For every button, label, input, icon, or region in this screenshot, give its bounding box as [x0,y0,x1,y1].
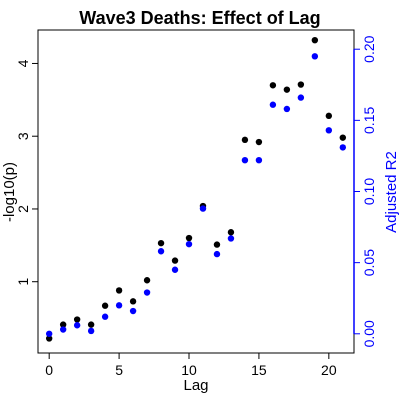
adjusted-r2-point [74,322,80,328]
y2-tick-label: 0.05 [361,249,377,276]
neg-log10-p-point [88,321,94,327]
x-tick-label: 10 [181,362,197,378]
y-axis-right-title: Adjusted R2 [383,151,400,233]
adjusted-r2-point [158,248,164,254]
neg-log10-p-point [298,81,304,87]
y-axis-right: 0.00 0.05 0.10 0.15 0.20 [354,35,377,347]
y-tick-label: 1 [15,278,31,286]
neg-log10-p-point [270,82,276,88]
adjusted-r2-point [228,235,234,241]
y-tick-label: 3 [15,132,31,140]
x-tick-label: 5 [115,362,123,378]
x-tick-label: 15 [251,362,267,378]
neg-log10-p-point [116,287,122,293]
neg-log10-p-point [242,137,248,143]
neg-log10-p-point [284,86,290,92]
neg-log10-p-point [144,277,150,283]
adjusted-r2-point [172,267,178,273]
neg-log10-p-point [340,134,346,140]
y2-tick-label: 0.20 [361,35,377,62]
neg-log10-p-point [312,37,318,43]
adjusted-r2-point [116,302,122,308]
adjusted-r2-point [298,94,304,100]
y2-tick-label: 0.10 [361,178,377,205]
y-axis-left-title: -log10(p) [1,162,18,222]
adjusted-r2-point [214,251,220,257]
x-tick-label: 20 [321,362,337,378]
adjusted-r2-point [102,314,108,320]
neg-log10-p-point [186,235,192,241]
adjusted-r2-point [312,53,318,59]
adjusted-r2-point [186,241,192,247]
adjusted-r2-point [144,289,150,295]
y-tick-label: 4 [15,59,31,67]
adjusted-r2-point [88,328,94,334]
neg-log10-p-point [158,240,164,246]
x-tick-label: 0 [45,362,53,378]
chart-title: Wave3 Deaths: Effect of Lag [79,8,320,28]
adjusted-r2-point [270,102,276,108]
adjusted-r2-point [242,157,248,163]
plot-frame [38,30,354,353]
adjusted-r2-point [60,326,66,332]
x-axis-title: Lag [183,377,208,394]
neg-log10-p-point [172,257,178,263]
adjusted-r2-point [256,157,262,163]
y2-tick-label: 0.15 [361,107,377,134]
neg-log10-p-point [102,303,108,309]
data-points [46,37,346,342]
adjusted-r2-point [284,106,290,112]
adjusted-r2-point [130,308,136,314]
adjusted-r2-point [340,144,346,150]
adjusted-r2-point [46,331,52,337]
neg-log10-p-point [228,229,234,235]
neg-log10-p-point [256,139,262,145]
y2-tick-label: 0.00 [361,320,377,347]
adjusted-r2-point [200,205,206,211]
adjusted-r2-point [326,127,332,133]
neg-log10-p-point [214,241,220,247]
neg-log10-p-point [130,298,136,304]
neg-log10-p-point [326,113,332,119]
neg-log10-p-point [74,316,80,322]
x-axis: 0 5 10 15 20 [45,353,337,378]
